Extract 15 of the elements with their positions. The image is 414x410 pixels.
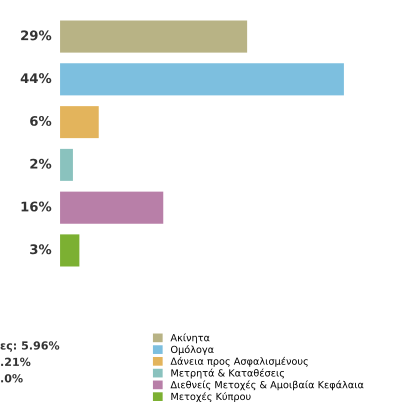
text: .21% [1, 358, 30, 366]
data-label: 16% [22, 202, 52, 212]
text: ες: 5.96% [0, 341, 60, 352]
legend-label: Ακίνητα [170, 333, 210, 344]
data-label: 44% [20, 73, 52, 84]
legend-label: Μετρητά & Καταθέσεις [171, 368, 284, 378]
data-label: 29% [21, 30, 52, 40]
legend-label: Μετοχές Κύπρου [171, 392, 251, 402]
data-label: 6% [30, 116, 52, 126]
legend-label: Ομόλογα [170, 345, 214, 355]
legend-label: Δάνεια προς Ασφαλισμένους [170, 356, 308, 367]
data-label: 3% [30, 244, 52, 254]
text: .0% [1, 374, 23, 382]
data-label: 2% [30, 158, 52, 169]
legend-label: Διεθνείς Μετοχές & Αμοιβαία Κεφάλαια [170, 380, 364, 390]
